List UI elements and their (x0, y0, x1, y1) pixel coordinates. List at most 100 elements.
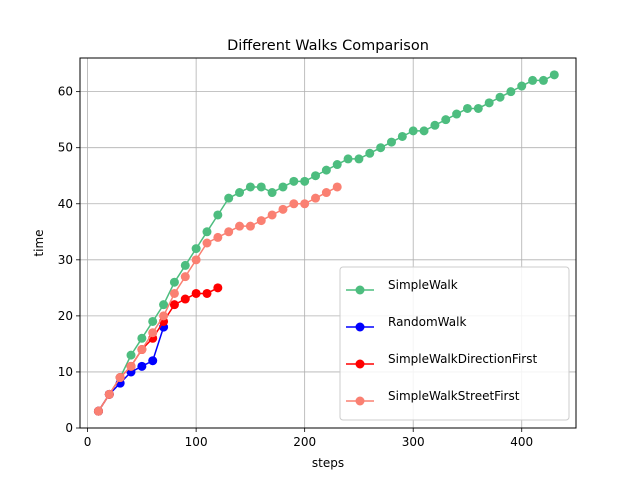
legend-label: SimpleWalk (388, 278, 458, 292)
legend-marker (355, 359, 365, 369)
y-tick-label: 0 (65, 421, 73, 435)
data-point (224, 227, 234, 237)
data-point (365, 148, 375, 158)
legend-entry: SimpleWalkDirectionFirst (346, 352, 537, 369)
axes-frame (79, 57, 577, 429)
legend-entry: RandomWalk (346, 315, 466, 332)
data-point (202, 238, 212, 248)
data-point (300, 199, 310, 209)
data-point (289, 199, 299, 209)
data-point (517, 81, 527, 91)
data-point (484, 98, 494, 108)
data-point (300, 176, 310, 186)
data-point (278, 204, 288, 214)
x-tick-label: 400 (510, 435, 533, 449)
series-SimpleWalkStreetFirst (93, 182, 342, 416)
legend-box (339, 266, 570, 421)
legend-marker (355, 396, 365, 406)
legend-label: SimpleWalkStreetFirst (388, 389, 520, 403)
data-point (180, 260, 190, 270)
legend-entry: SimpleWalkStreetFirst (346, 389, 520, 406)
legend-label: SimpleWalkDirectionFirst (388, 352, 537, 366)
data-point (495, 92, 505, 102)
legend-entry: SimpleWalk (346, 278, 458, 295)
data-point (245, 221, 255, 231)
data-point (419, 126, 429, 136)
legend-marker (355, 285, 365, 295)
data-point (93, 406, 103, 416)
data-point (202, 227, 212, 237)
x-tick-label: 0 (84, 435, 92, 449)
y-tick-label: 30 (58, 253, 73, 267)
data-point (397, 131, 407, 141)
y-tick-label: 20 (58, 309, 73, 323)
data-point (126, 361, 136, 371)
data-point (452, 109, 462, 119)
data-point (321, 188, 331, 198)
data-point (180, 294, 190, 304)
data-point (256, 216, 266, 226)
data-point (441, 115, 451, 125)
data-point (213, 232, 223, 242)
data-point (538, 75, 548, 85)
data-point (245, 182, 255, 192)
data-point (386, 137, 396, 147)
x-axis-ticks: 0 100 200 300 400 (84, 428, 533, 449)
data-point (506, 87, 516, 97)
data-point (191, 255, 201, 265)
data-point (430, 120, 440, 130)
y-tick-label: 50 (58, 141, 73, 155)
data-point (191, 288, 201, 298)
data-point (267, 210, 277, 220)
data-point (104, 389, 114, 399)
data-point (267, 188, 277, 198)
legend-marker (355, 322, 365, 332)
data-point (224, 193, 234, 203)
data-point (148, 356, 158, 366)
data-point (332, 182, 342, 192)
data-point (311, 171, 321, 181)
data-point (137, 361, 147, 371)
data-point (169, 277, 179, 287)
legend-label: RandomWalk (388, 315, 466, 329)
y-axis-label: time (32, 229, 46, 256)
data-point (148, 316, 158, 326)
data-point (332, 160, 342, 170)
data-point (462, 103, 472, 113)
data-point (528, 75, 538, 85)
chart-title: Different Walks Comparison (227, 38, 429, 54)
data-point (191, 244, 201, 254)
data-point (137, 345, 147, 355)
y-tick-label: 60 (58, 85, 73, 99)
data-point (343, 154, 353, 164)
data-point (473, 103, 483, 113)
x-tick-label: 100 (185, 435, 208, 449)
data-point (169, 300, 179, 310)
y-tick-label: 40 (58, 197, 73, 211)
data-point (213, 283, 223, 293)
data-point (354, 154, 364, 164)
x-tick-label: 200 (293, 435, 316, 449)
data-point (148, 328, 158, 338)
data-point (137, 333, 147, 343)
y-tick-label: 10 (58, 365, 73, 379)
data-point (321, 165, 331, 175)
data-point (213, 210, 223, 220)
x-axis-label: steps (312, 456, 344, 470)
series-line (97, 186, 338, 412)
data-point (126, 350, 136, 360)
plot-area (93, 70, 559, 416)
data-point (235, 221, 245, 231)
data-point (408, 126, 418, 136)
data-point (115, 373, 125, 383)
data-point (376, 143, 386, 153)
x-tick-label: 300 (402, 435, 425, 449)
data-point (159, 311, 169, 321)
data-point (278, 182, 288, 192)
y-axis-ticks: 0 10 20 30 40 50 60 (58, 85, 80, 435)
data-point (235, 188, 245, 198)
data-point (289, 176, 299, 186)
data-point (549, 70, 559, 80)
data-point (169, 288, 179, 298)
